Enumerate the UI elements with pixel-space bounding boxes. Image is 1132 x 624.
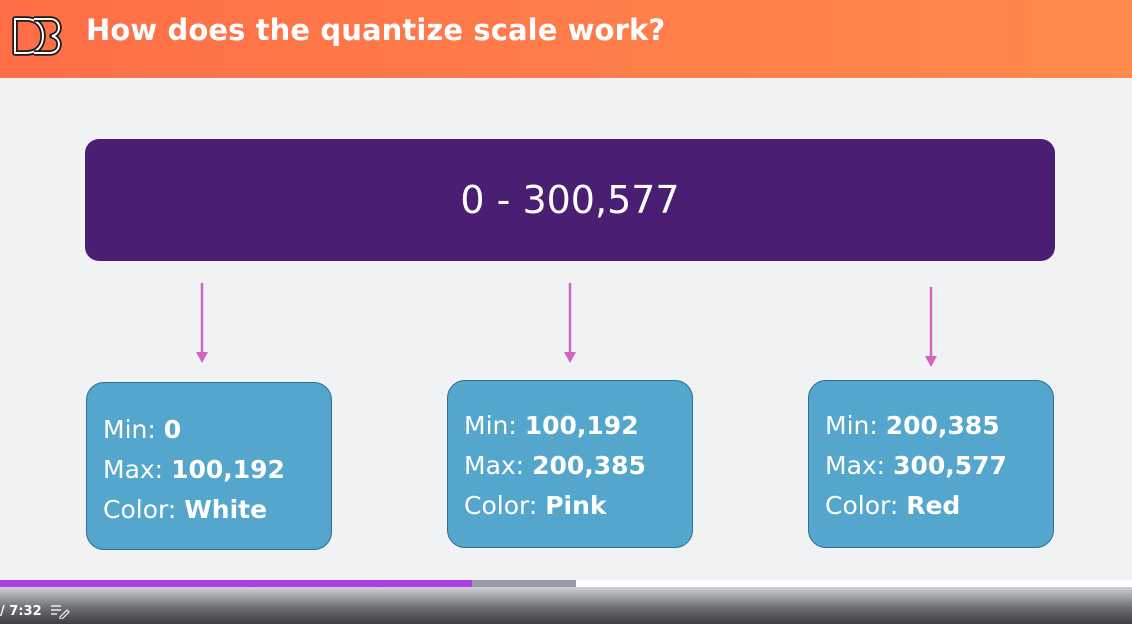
video-progress-bar[interactable] <box>0 580 1132 587</box>
bucket-max-row: Max: 300,577 <box>825 451 1007 480</box>
bucket-color-value: Red <box>906 491 961 520</box>
bucket-min-row: Min: 200,385 <box>825 411 1000 440</box>
bucket-max-value: 300,577 <box>893 451 1007 480</box>
domain-range-box: 0 - 300,577 <box>85 139 1055 261</box>
bucket-color-row: Color: Red <box>825 491 961 520</box>
bucket-color-value: White <box>184 495 268 524</box>
bucket-max-row: Max: 200,385 <box>464 451 646 480</box>
bucket-min-value: 100,192 <box>524 411 639 440</box>
bucket-color-row: Color: White <box>103 495 268 524</box>
slide-title: How does the quantize scale work? <box>86 13 666 47</box>
arrow-down-icon <box>564 283 576 363</box>
bucket-min-value: 0 <box>163 415 182 444</box>
d3-logo-icon <box>12 16 62 56</box>
progress-played <box>0 580 473 587</box>
bucket-max-row: Max: 100,192 <box>103 455 285 484</box>
bucket-card-1: Min: 0 Max: 100,192 Color: White <box>86 382 332 550</box>
slide-header: How does the quantize scale work? <box>0 0 1132 78</box>
bucket-min-row: Min: 0 <box>103 415 182 444</box>
domain-range-label: 0 - 300,577 <box>460 178 680 222</box>
bucket-color-row: Color: Pink <box>464 491 607 520</box>
bucket-card-3: Min: 200,385 Max: 300,577 Color: Red <box>808 380 1054 548</box>
duration-label: / 7:32 <box>0 604 42 619</box>
arrow-down-icon <box>925 287 937 367</box>
player-controls: / 7:32 <box>0 587 1132 624</box>
bucket-color-value: Pink <box>545 491 607 520</box>
transcript-icon[interactable] <box>50 603 70 619</box>
bucket-card-2: Min: 100,192 Max: 200,385 Color: Pink <box>447 380 693 548</box>
bucket-min-row: Min: 100,192 <box>464 411 639 440</box>
bucket-max-value: 200,385 <box>532 451 646 480</box>
bucket-min-value: 200,385 <box>885 411 1000 440</box>
arrow-down-icon <box>196 283 208 363</box>
bucket-max-value: 100,192 <box>171 455 285 484</box>
